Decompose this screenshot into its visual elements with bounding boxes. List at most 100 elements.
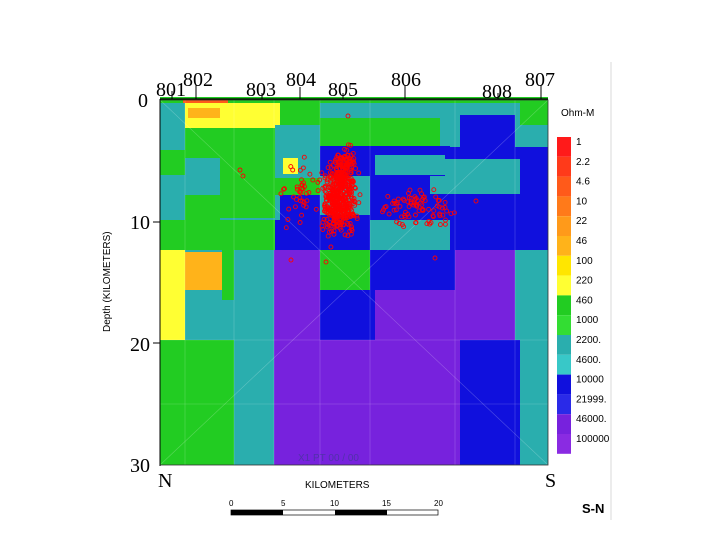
hypocenter-marker	[306, 190, 312, 195]
hypocenter-marker	[399, 222, 405, 228]
hypocenter-marker	[419, 206, 425, 212]
hypocenter-marker	[344, 182, 350, 188]
legend-label-11: 4600.	[576, 355, 601, 366]
hypocenter-marker	[331, 228, 337, 234]
hypocenter-marker	[442, 199, 448, 205]
legend-label-3: 10	[576, 196, 588, 207]
hypocenter-marker	[349, 211, 355, 217]
hypocenter-marker	[334, 157, 340, 163]
hypocenter-marker	[442, 204, 448, 210]
legend-label-2: 4.6	[576, 177, 590, 188]
legend-label-0: 1	[576, 137, 582, 148]
legend-swatch-6	[557, 255, 571, 276]
legend-label-14: 46000.	[576, 414, 607, 425]
station-label-804: 804	[286, 69, 316, 91]
hypocenter-marker	[322, 208, 327, 214]
hypocenter-marker	[326, 205, 332, 211]
hypocenter-marker	[337, 162, 343, 168]
hypocenter-marker	[330, 199, 336, 205]
legend-label-1: 2.2	[576, 157, 590, 168]
hypocenter-marker	[437, 222, 443, 228]
legend-label-4: 22	[576, 216, 588, 227]
hypocenter-marker	[331, 212, 337, 218]
hypocenter-marker	[383, 204, 389, 210]
hypocenter-marker	[334, 223, 340, 229]
hypocenter-marker	[414, 202, 419, 208]
hypocenter-marker	[405, 211, 411, 217]
hypocenter-marker	[322, 173, 328, 179]
legend-label-8: 460	[576, 295, 593, 306]
legend-swatch-7	[557, 275, 571, 296]
hypocenter-marker	[334, 166, 339, 171]
hypocenter-marker	[431, 208, 437, 214]
hypocenter-marker	[406, 190, 411, 196]
scale-bar: 0 5 10 15 20	[229, 499, 443, 516]
hypocenter-marker	[434, 203, 440, 209]
scale-tick-20: 20	[434, 499, 443, 508]
scale-tick-5: 5	[281, 499, 286, 508]
hypocenter-marker	[437, 213, 443, 219]
hypocenter-marker	[345, 142, 351, 148]
hypocenter-marker	[337, 177, 343, 183]
hypocenter-marker	[302, 184, 307, 190]
hypocenter-marker	[346, 191, 352, 197]
legend-title: Ohm-M	[561, 108, 594, 119]
hypocenter-marker	[299, 212, 305, 218]
hypocenter-marker	[341, 160, 346, 166]
hypocenter-marker	[330, 221, 336, 227]
legend-label-10: 2200.	[576, 335, 601, 346]
south-label: S	[545, 470, 556, 492]
hypocenter-marker	[333, 181, 339, 187]
hypocenter-marker	[397, 203, 403, 209]
hypocenter-marker	[336, 196, 342, 202]
hypocenter-marker	[293, 196, 299, 202]
hypocenter-marker	[327, 193, 333, 199]
hypocenter-marker	[340, 200, 346, 205]
hypocenter-marker	[345, 233, 351, 239]
hypocenter-marker	[344, 165, 350, 170]
hypocenter-marker	[320, 227, 326, 232]
legend-label-12: 10000	[576, 375, 604, 386]
hypocenter-marker	[353, 165, 358, 171]
hypocenter-marker	[386, 211, 392, 217]
legend-swatch-12	[557, 374, 571, 395]
hypocenter-marker	[357, 192, 363, 198]
station-label-807: 807	[525, 69, 555, 91]
legend-swatch-4	[557, 216, 571, 236]
hypocenter-marker	[283, 225, 289, 231]
depth-tick-10: 10	[130, 212, 150, 234]
depth-tick-20: 20	[130, 334, 150, 356]
hypocenter-marker	[328, 164, 334, 170]
legend-swatch-15	[557, 434, 571, 454]
hypocenter-marker	[391, 198, 397, 204]
hypocenter-marker	[385, 193, 391, 199]
hypocenter-marker	[317, 177, 323, 183]
hypocenter-marker	[424, 221, 430, 227]
hypocenter-marker	[336, 206, 342, 212]
station-label-805: 805	[328, 79, 358, 101]
legend-swatch-14	[557, 414, 571, 434]
hypocenter-marker	[335, 169, 341, 175]
hypocenter-marker	[288, 257, 294, 263]
legend-swatch-13	[557, 394, 571, 415]
legend-swatch-1	[557, 156, 571, 177]
hypocenter-marker	[380, 209, 385, 215]
north-label: N	[158, 470, 172, 492]
legend-swatch-2	[557, 176, 571, 197]
hypocenter-marker	[325, 165, 331, 171]
hypocenter-marker	[303, 204, 309, 210]
hypocenter-marker	[352, 202, 358, 208]
legend-label-7: 220	[576, 276, 593, 287]
hypocenter-marker	[354, 216, 360, 222]
hypocenter-marker	[323, 259, 329, 265]
scale-tick-15: 15	[382, 499, 391, 508]
hypocenter-marker	[338, 174, 344, 180]
hypocenter-marker	[443, 217, 448, 223]
hypocenter-marker	[473, 198, 479, 204]
station-label-802: 802	[183, 69, 213, 91]
y-axis-label: Depth (KILOMETERS)	[102, 231, 113, 332]
hypocenter-marker	[413, 195, 419, 201]
hypocenter-marker	[330, 182, 336, 188]
hypocenter-marker	[300, 165, 306, 171]
